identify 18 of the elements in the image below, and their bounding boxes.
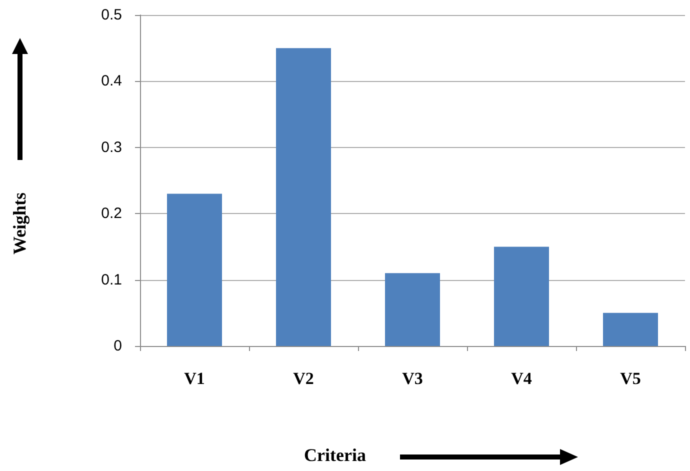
x-tick-label: V1 [184,369,205,388]
y-tick-label: 0.2 [101,205,122,222]
y-axis-title: Weights [10,192,30,257]
x-tick-label: V4 [511,369,532,388]
y-tick-label: 0.4 [101,72,122,90]
x-tick-label: V2 [293,369,314,388]
bar [167,194,222,346]
y-tick-label: 0 [114,338,122,354]
x-axis-title: Criteria [303,445,367,466]
y-tick-label: 0.3 [101,138,122,156]
bar [494,246,549,346]
x-tick-label: V5 [620,369,641,388]
y-tick-label: 0.5 [101,6,122,24]
bar [603,312,658,346]
x-tick-label: V3 [402,369,423,388]
y-tick-label: 0.1 [101,271,122,288]
bar [276,48,331,346]
bar [385,273,440,346]
